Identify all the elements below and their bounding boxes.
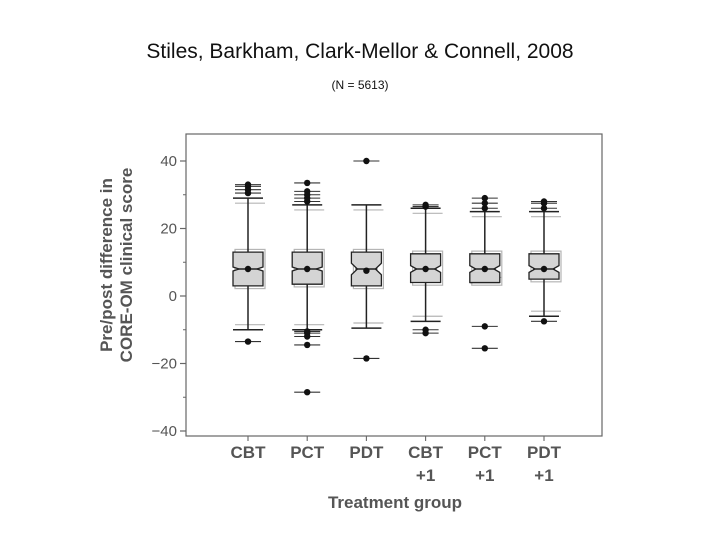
mean-point	[304, 265, 311, 273]
box-plot-chart: −40 −20 0 20 40 CBT PCT PDT CBT +1 PCT +1 PDT +1 Pre/…	[97, 133, 603, 512]
box-group-cbt-plus1	[409, 201, 442, 337]
x-tick-label: CBT	[408, 443, 444, 462]
mean-point	[481, 265, 488, 273]
mean-point	[363, 267, 370, 274]
x-tick-label-line2: +1	[475, 466, 494, 485]
y-tick-label: −20	[152, 356, 177, 373]
outlier-point	[363, 355, 370, 362]
ghost-box	[412, 250, 444, 286]
x-tick-label-line2: +1	[534, 466, 553, 485]
outlier-point	[540, 318, 548, 325]
ghost-box	[352, 248, 384, 290]
outlier-point	[540, 205, 548, 212]
outlier-point	[244, 338, 252, 345]
plot-frame	[185, 133, 603, 437]
y-tick-label: 20	[160, 221, 177, 238]
mean-point	[422, 265, 429, 273]
outlier-point	[481, 345, 488, 352]
x-tick-label: PDT	[349, 443, 384, 462]
outlier-point	[481, 323, 488, 330]
box-group-cbt	[232, 181, 264, 345]
x-tick-label: CBT	[231, 443, 267, 462]
outlier-point	[422, 326, 429, 333]
y-tick-label: 0	[169, 288, 177, 305]
outlier-point	[304, 179, 311, 187]
x-axis-label: Treatment group	[328, 493, 462, 512]
outlier-point	[540, 198, 548, 205]
slide-subtitle: (N = 5613)	[331, 78, 389, 92]
box-group-pdt-plus1	[528, 198, 560, 325]
outlier-point	[244, 181, 252, 188]
box-group-pct-plus1	[469, 194, 501, 352]
ghost-box	[234, 248, 266, 290]
x-tick-label: PCT	[290, 443, 325, 462]
x-tick-label-line2: +1	[416, 466, 435, 485]
slide-title: Stiles, Barkham, Clark-Mellor & Connell,…	[146, 40, 574, 63]
mean-point	[540, 265, 548, 273]
y-tick-label: 40	[160, 153, 177, 170]
box-group-pdt	[350, 157, 383, 362]
y-axis-label-line2: CORE-OM clinical score	[117, 168, 136, 363]
outlier-point	[481, 194, 488, 202]
outlier-point	[481, 199, 488, 207]
outlier-point	[363, 157, 370, 165]
outlier-point	[304, 341, 311, 349]
x-tick-label: PDT	[527, 443, 562, 462]
ghost-box	[471, 250, 503, 286]
x-tick-label: PCT	[468, 443, 503, 462]
outlier-point	[304, 388, 311, 396]
mean-point	[244, 265, 252, 273]
outlier-point	[422, 201, 429, 209]
outlier-point	[481, 205, 488, 212]
outlier-point	[304, 328, 311, 335]
outlier-point	[304, 188, 311, 195]
y-tick-label: −40	[152, 423, 177, 440]
box-group-pct	[291, 179, 323, 396]
y-axis-label-line1: Pre/post difference in	[97, 178, 116, 352]
